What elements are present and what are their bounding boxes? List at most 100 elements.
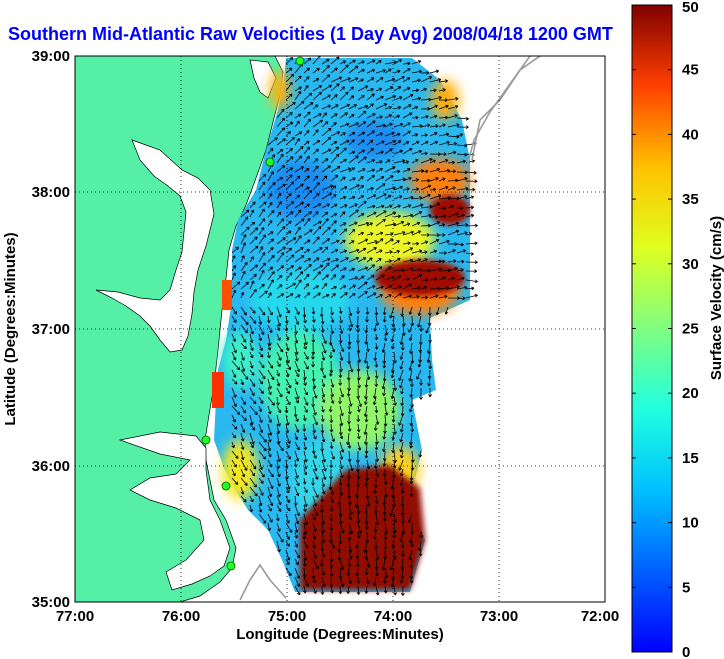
velocity-arrow xyxy=(249,387,255,397)
velocity-arrow xyxy=(438,259,446,264)
velocity-arrow xyxy=(357,139,365,146)
velocity-arrow xyxy=(465,195,474,200)
velocity-arrow xyxy=(364,450,369,459)
velocity-arrow xyxy=(393,185,403,191)
velocity-arrow xyxy=(408,324,413,333)
velocity-arrow xyxy=(294,100,305,110)
velocity-arrow xyxy=(438,251,447,255)
velocity-arrow xyxy=(398,369,404,382)
velocity-arrow xyxy=(401,513,406,524)
velocity-arrow xyxy=(303,504,307,512)
velocity-arrow xyxy=(321,184,334,191)
velocity-arrow xyxy=(231,450,239,459)
velocity-arrow xyxy=(285,477,291,490)
velocity-arrow xyxy=(240,242,247,254)
velocity-arrow xyxy=(402,294,413,299)
velocity-arrow xyxy=(365,360,370,370)
velocity-arrow xyxy=(338,585,343,595)
velocity-arrow xyxy=(276,192,282,200)
velocity-arrow xyxy=(429,114,438,119)
velocity-arrow xyxy=(303,273,310,281)
velocity-arrow xyxy=(285,432,291,444)
velocity-arrow xyxy=(312,271,321,281)
velocity-arrow xyxy=(285,167,294,173)
velocity-arrow xyxy=(374,540,379,550)
velocity-arrow xyxy=(355,549,360,559)
velocity-arrow xyxy=(456,249,467,254)
velocity-arrow xyxy=(294,183,304,191)
velocity-arrow xyxy=(409,558,414,569)
velocity-arrow xyxy=(420,140,429,146)
velocity-arrow xyxy=(294,315,300,325)
velocity-arrow xyxy=(339,257,349,263)
velocity-arrow xyxy=(285,121,294,128)
velocity-arrow xyxy=(465,251,474,256)
velocity-arrow xyxy=(366,87,374,92)
velocity-arrow xyxy=(447,249,456,254)
velocity-arrow xyxy=(311,360,315,368)
velocity-arrow xyxy=(276,274,283,281)
velocity-arrow xyxy=(357,275,365,281)
velocity-arrow xyxy=(420,123,431,128)
velocity-arrow xyxy=(258,290,268,299)
velocity-arrow xyxy=(276,252,285,263)
velocity-arrow xyxy=(357,110,367,119)
velocity-arrow xyxy=(267,360,274,369)
velocity-arrow xyxy=(348,306,353,317)
velocity-arrow xyxy=(294,432,299,441)
velocity-arrow xyxy=(339,405,344,417)
velocity-arrow xyxy=(400,387,404,395)
velocity-arrow xyxy=(375,450,380,462)
velocity-arrow xyxy=(357,281,368,290)
velocity-arrow xyxy=(294,423,300,433)
velocity-arrow xyxy=(402,130,411,137)
velocity-arrow xyxy=(249,221,256,227)
velocity-arrow xyxy=(366,194,377,200)
velocity-arrow xyxy=(348,549,353,560)
velocity-arrow xyxy=(294,138,300,146)
velocity-arrow xyxy=(429,69,439,74)
velocity-arrow xyxy=(303,130,310,137)
velocity-arrow xyxy=(330,174,339,182)
velocity-arrow xyxy=(402,241,411,246)
velocity-arrow xyxy=(249,468,255,477)
velocity-arrow xyxy=(465,293,478,299)
velocity-arrow xyxy=(438,88,446,92)
velocity-arrow xyxy=(381,378,386,390)
velocity-arrow xyxy=(258,360,265,369)
velocity-arrow xyxy=(321,127,332,137)
velocity-arrow xyxy=(375,183,386,191)
velocity-arrow xyxy=(339,176,346,182)
velocity-arrow xyxy=(465,286,475,291)
velocity-arrow xyxy=(249,378,256,387)
velocity-arrow xyxy=(366,222,373,227)
velocity-arrow xyxy=(375,266,383,272)
velocity-arrow xyxy=(294,86,302,92)
velocity-arrow xyxy=(240,441,245,450)
velocity-arrow xyxy=(393,169,401,174)
velocity-arrow xyxy=(357,441,362,451)
velocity-arrow xyxy=(293,495,298,506)
velocity-arrow xyxy=(285,441,290,449)
colorbar-tick-label: 10 xyxy=(682,515,699,532)
velocity-arrow xyxy=(339,558,345,571)
velocity-arrow xyxy=(258,486,264,496)
velocity-arrow xyxy=(338,369,343,378)
velocity-arrow xyxy=(303,85,309,92)
velocity-arrow xyxy=(366,576,370,585)
velocity-arrow xyxy=(373,531,377,540)
velocity-arrow xyxy=(240,209,250,218)
velocity-arrow xyxy=(330,293,336,299)
velocity-arrow xyxy=(363,423,368,435)
velocity-arrow xyxy=(384,567,389,579)
velocity-arrow xyxy=(267,495,274,507)
velocity-arrow xyxy=(303,111,311,119)
velocity-arrow xyxy=(329,567,334,577)
velocity-arrow xyxy=(420,295,428,300)
velocity-arrow xyxy=(258,405,263,413)
velocity-arrow xyxy=(402,195,414,200)
velocity-arrow xyxy=(276,333,281,341)
velocity-arrow xyxy=(381,342,386,353)
colorbar-tick-label: 5 xyxy=(682,579,690,596)
